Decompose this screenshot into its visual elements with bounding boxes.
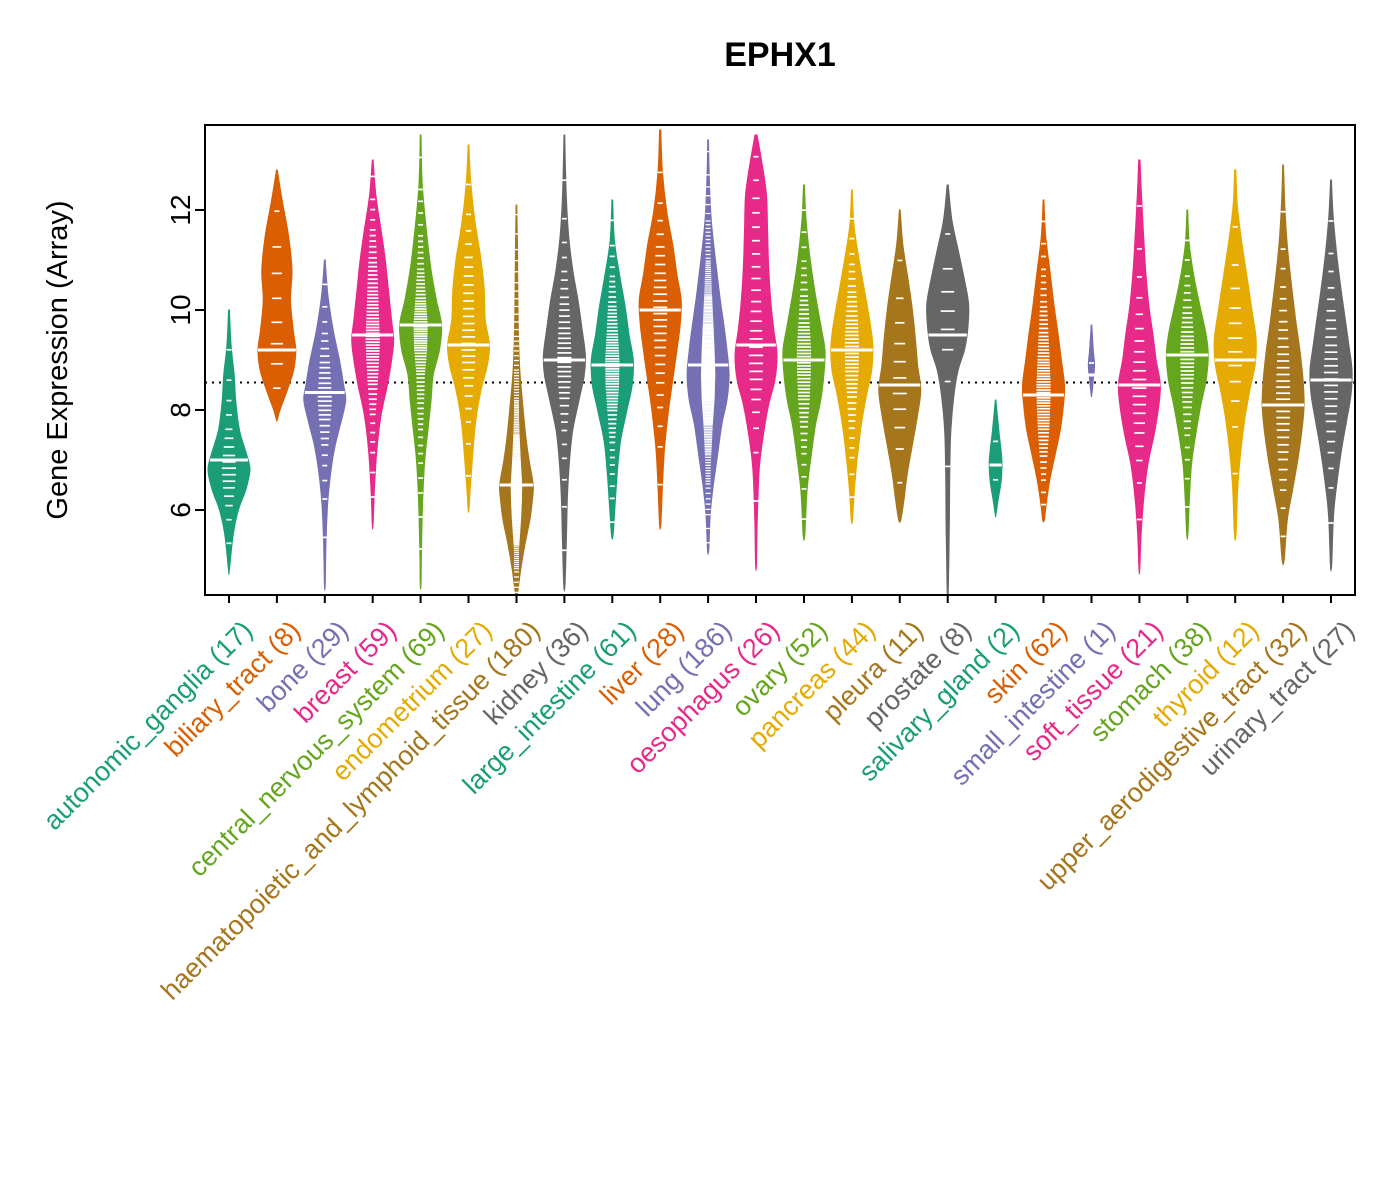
y-tick-label: 8 [165, 402, 196, 418]
violin-pleura [878, 209, 922, 523]
violin-shape [988, 399, 1003, 518]
violin-autonomic_ganglia [207, 309, 251, 575]
violin-liver [638, 129, 682, 530]
violin-shape [1021, 199, 1066, 523]
violin-shape [926, 184, 970, 595]
violin-shape [638, 129, 682, 530]
violin-endometrium [446, 144, 491, 513]
violin-oesophagus [734, 134, 778, 572]
y-axis-title: Gene Expression (Array) [42, 200, 74, 520]
violin-shape [207, 309, 251, 575]
violin-salivary_gland [988, 399, 1003, 518]
violin-shape [1261, 164, 1305, 566]
violin-shape [878, 209, 922, 523]
y-tick-label: 6 [165, 502, 196, 518]
plot-area [205, 129, 1355, 595]
violin-stomach [1165, 209, 1209, 540]
x-tick-label-autonomic_ganglia: autonomic_ganglia (17) [37, 615, 258, 836]
violin-bone [303, 259, 347, 592]
chart-title: EPHX1 [724, 36, 836, 74]
violin-shape [734, 134, 778, 572]
violin-large_intestine [590, 199, 634, 540]
violin-upper_aerodigestive_tract [1261, 164, 1305, 566]
violin-shape [257, 169, 297, 422]
violin-small_intestine [1087, 324, 1096, 398]
violin-ovary [782, 184, 826, 542]
violin-biliary_tract [257, 169, 297, 422]
violin-soft_tissue [1117, 159, 1161, 575]
violin-shape [1087, 324, 1096, 398]
violin-central_nervous_system [398, 134, 443, 590]
violin-skin [1021, 199, 1066, 523]
violin-breast [351, 159, 395, 530]
violin-kidney [542, 134, 587, 592]
violin-haematopoietic_and_lymphoid_tissue [498, 204, 534, 595]
violin-shape [1117, 159, 1161, 575]
violin-shape [1309, 179, 1353, 572]
plot-border [204, 124, 1356, 596]
y-tick-label: 10 [165, 294, 196, 325]
violin-prostate [926, 184, 970, 595]
violin-shape [1213, 169, 1257, 542]
violin-thyroid [1213, 169, 1257, 542]
violin-urinary_tract [1309, 179, 1353, 572]
violin-pancreas [830, 189, 874, 525]
violin-lung [686, 139, 730, 555]
y-tick-label: 12 [165, 194, 196, 225]
violin-shape [446, 144, 491, 513]
